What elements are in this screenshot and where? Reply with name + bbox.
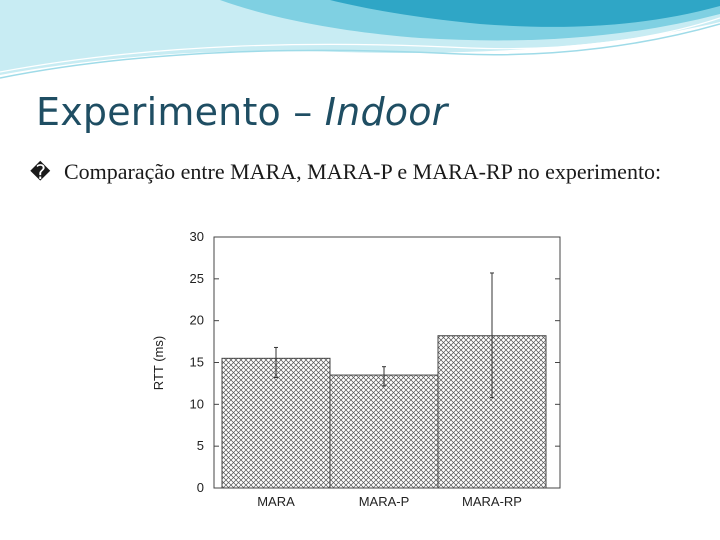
bullet-icon: � — [30, 160, 51, 184]
rtt-bar-chart: 0 5 10 15 20 25 30 MARA MARA-P MARA-RP RTT (ms) — [146, 225, 570, 515]
bullet-item: � Comparação entre MARA, MARA-P e MARA-R… — [30, 158, 690, 186]
slide-title: Experimento – Indoor — [36, 90, 448, 134]
y-tick-label: 20 — [190, 313, 204, 328]
y-tick-label: 0 — [197, 480, 204, 495]
bar-mara — [221, 357, 331, 489]
slide-title-main: Experimento – — [36, 90, 325, 134]
bullet-text: Comparação entre MARA, MARA-P e MARA-RP … — [64, 159, 662, 184]
x-tick-label-mara-p: MARA-P — [359, 494, 410, 509]
error-bar-mara-p — [382, 366, 386, 387]
header-wave-decoration — [0, 0, 720, 79]
x-tick-label-mara-rp: MARA-RP — [462, 494, 522, 509]
x-tick-label-mara: MARA — [257, 494, 295, 509]
chart-svg: 0 5 10 15 20 25 30 MARA MARA-P MARA-RP RTT (ms) — [151, 229, 561, 509]
error-bar-mara-rp — [490, 272, 494, 399]
y-tick-label: 15 — [190, 355, 204, 370]
bar-mara-p — [329, 374, 439, 489]
error-bar-mara — [274, 346, 278, 379]
y-tick-label: 5 — [197, 438, 204, 453]
slide-title-italic: Indoor — [324, 90, 448, 134]
y-tick-label: 30 — [190, 229, 204, 244]
y-tick-label: 10 — [190, 396, 204, 411]
y-tick-label: 25 — [190, 271, 204, 286]
y-axis-label: RTT (ms) — [151, 336, 166, 390]
